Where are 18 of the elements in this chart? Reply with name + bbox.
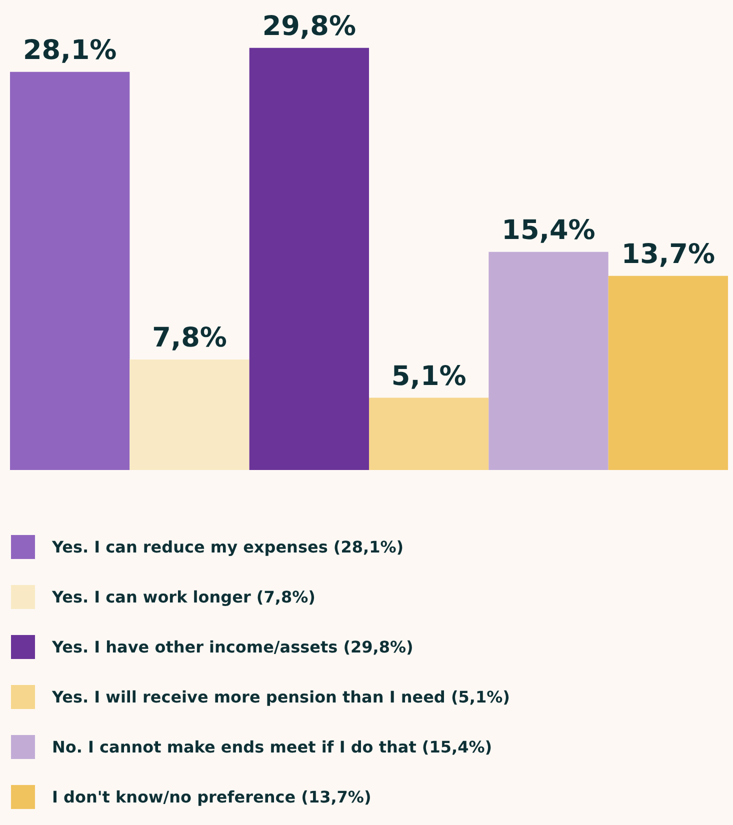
bar xyxy=(488,252,608,470)
legend-label: I don't know/no preference (13,7%) xyxy=(52,788,372,806)
legend-label: Yes. I can work longer (7,8%) xyxy=(51,588,316,606)
bar xyxy=(608,276,728,470)
legend-label: No. I cannot make ends meet if I do that (15,4%) xyxy=(52,738,492,756)
legend-label: Yes. I have other income/assets (29,8%) xyxy=(51,638,414,656)
legend-label: Yes. I will receive more pension than I need (5,1%) xyxy=(51,688,510,706)
data-label: 28,1% xyxy=(22,34,117,66)
bar xyxy=(369,398,489,470)
bar xyxy=(130,360,250,470)
data-label: 5,1% xyxy=(391,360,466,392)
data-label: 7,8% xyxy=(152,322,227,354)
bar xyxy=(249,48,369,470)
legend-label: Yes. I can reduce my expenses (28,1%) xyxy=(51,538,404,556)
data-label: 13,7% xyxy=(621,238,716,270)
bar xyxy=(10,72,130,470)
data-label: 29,8% xyxy=(262,10,356,42)
data-label: 15,4% xyxy=(502,214,596,246)
